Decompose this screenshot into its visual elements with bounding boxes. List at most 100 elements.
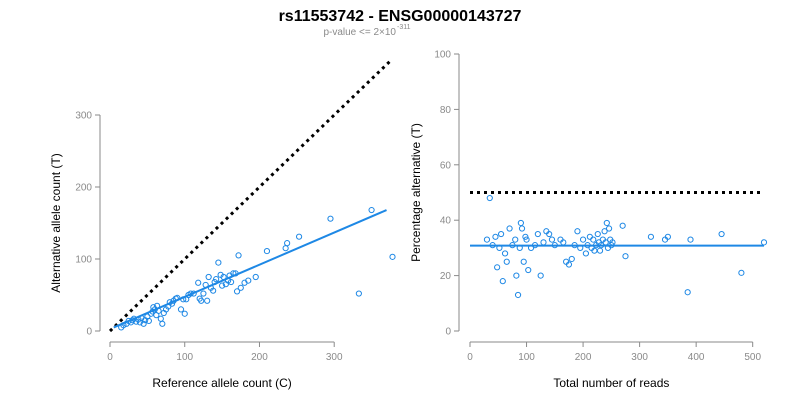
data-point	[590, 236, 597, 243]
data-point	[181, 310, 188, 317]
data-point	[486, 194, 493, 202]
y-tick-label: 60	[440, 160, 452, 171]
data-point	[605, 225, 613, 232]
data-point	[284, 240, 291, 247]
data-point	[140, 320, 147, 327]
data-point	[492, 233, 499, 240]
data-point	[568, 255, 575, 263]
data-point	[582, 250, 590, 257]
data-point	[522, 233, 529, 240]
data-point	[619, 222, 626, 229]
data-point	[523, 236, 530, 243]
data-point	[198, 297, 205, 304]
data-point	[263, 247, 271, 255]
data-point	[579, 236, 587, 243]
y-axis-label: Alternative allele count (T)	[49, 153, 63, 292]
data-point	[525, 266, 532, 274]
x-tick-label: 0	[467, 352, 473, 363]
x-axis-label: Total number of reads	[553, 376, 669, 390]
data-point	[213, 276, 220, 283]
data-point	[159, 320, 166, 327]
data-point	[355, 290, 362, 297]
data-point	[596, 247, 604, 254]
data-point	[738, 269, 745, 276]
data-point	[219, 282, 226, 289]
data-point	[205, 273, 212, 281]
data-point	[718, 230, 725, 238]
data-point	[514, 291, 522, 299]
y-tick-label: 80	[440, 105, 452, 116]
y-tick-label: 100	[75, 255, 92, 266]
y-tick-label: 200	[75, 183, 92, 194]
data-point	[483, 236, 491, 243]
percentage-alternative-scatter-panel: 0 100 200 300 400 500 0 20 40 60 80 100 Total number…	[409, 50, 768, 390]
data-point	[204, 297, 211, 304]
data-point	[687, 236, 694, 243]
data-point	[506, 225, 513, 232]
x-tick-label: 400	[688, 352, 705, 363]
y-tick-label: 20	[440, 271, 452, 282]
data-point	[517, 219, 524, 227]
data-point	[497, 230, 505, 238]
data-point	[586, 233, 593, 240]
data-point	[235, 252, 242, 259]
reference-line	[108, 59, 392, 333]
data-point	[233, 288, 241, 295]
data-point	[540, 239, 547, 246]
data-point	[760, 239, 768, 246]
figure-subtitle: p-value <= 2×10	[323, 27, 396, 38]
data-point	[252, 273, 259, 281]
data-point	[518, 225, 526, 232]
data-point	[501, 250, 509, 257]
allele-count-scatter-panel: 0 100 200 300 0 100 200 300 Reference allele cou…	[49, 59, 396, 390]
x-tick-label: 300	[326, 352, 343, 363]
data-point	[237, 284, 244, 291]
data-point	[499, 278, 506, 285]
data-point	[327, 215, 334, 222]
data-point	[548, 236, 556, 243]
data-point	[537, 272, 544, 279]
x-axis-label: Reference allele count (C)	[152, 376, 291, 390]
y-tick-label: 0	[86, 327, 92, 338]
data-point	[601, 228, 608, 235]
y-tick-label: 0	[445, 327, 451, 338]
x-tick-label: 0	[107, 352, 113, 363]
x-tick-label: 300	[631, 352, 648, 363]
x-tick-label: 100	[176, 352, 193, 363]
data-point	[520, 258, 527, 265]
data-point	[512, 236, 519, 243]
data-point	[603, 219, 610, 227]
data-point	[594, 230, 601, 238]
figure-subtitle-exponent: -311	[397, 24, 411, 31]
data-point	[210, 287, 217, 294]
data-point	[664, 233, 671, 240]
data-point	[622, 253, 629, 260]
data-point	[647, 233, 655, 240]
x-tick-label: 100	[518, 352, 535, 363]
data-point	[684, 289, 691, 296]
data-point	[177, 306, 185, 313]
data-point	[513, 272, 520, 279]
data-point	[494, 264, 501, 271]
data-point	[503, 258, 510, 265]
figure-title: rs11553742 - ENSG00000143727	[279, 8, 522, 25]
fit-line	[113, 209, 387, 329]
x-tick-label: 200	[251, 352, 268, 363]
x-tick-label: 200	[575, 352, 592, 363]
y-tick-label: 300	[75, 111, 92, 122]
data-point	[389, 253, 396, 260]
y-tick-label: 40	[440, 216, 452, 227]
data-point	[295, 233, 303, 240]
data-point	[368, 206, 375, 214]
x-tick-label: 500	[744, 352, 761, 363]
data-point	[215, 259, 222, 266]
data-point	[195, 279, 202, 286]
data-point	[282, 245, 289, 252]
data-point	[546, 230, 553, 238]
y-tick-label: 100	[434, 50, 451, 61]
data-point	[534, 230, 541, 238]
data-point	[574, 228, 581, 235]
data-point	[565, 261, 573, 268]
data-point	[157, 315, 164, 322]
